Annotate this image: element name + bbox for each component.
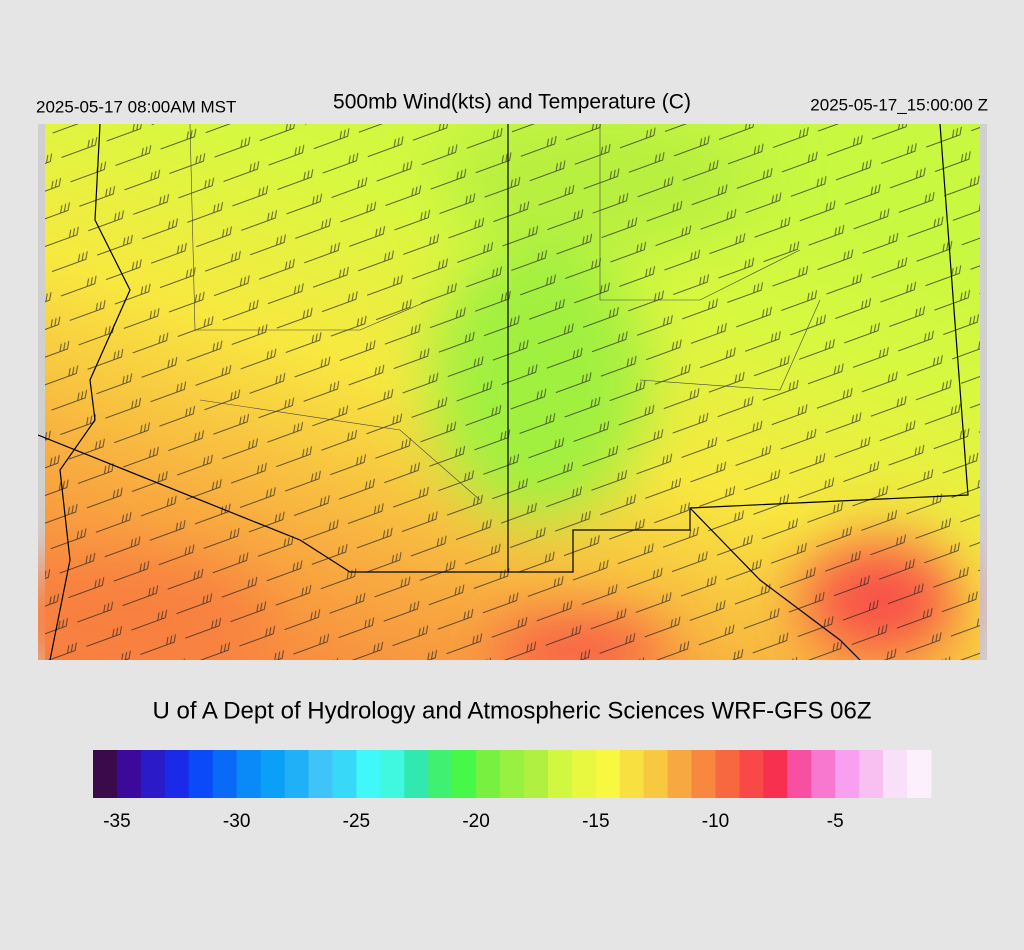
colorbar-segment bbox=[428, 750, 453, 798]
colorbar-tick-label: -15 bbox=[582, 811, 609, 832]
colorbar-segment bbox=[212, 750, 238, 798]
colorbar-segment bbox=[571, 750, 597, 798]
colorbar-segment bbox=[236, 750, 262, 798]
colorbar-segment bbox=[643, 750, 669, 798]
colorbar-segment bbox=[883, 750, 908, 798]
colorbar-segment bbox=[811, 750, 836, 798]
colorbar-segment bbox=[260, 750, 286, 798]
colorbar-tick-label: -10 bbox=[702, 811, 729, 832]
colorbar-tick-label: -35 bbox=[103, 811, 130, 832]
colorbar-segment bbox=[188, 750, 214, 798]
colorbar: -35 -30 -25 -20 -15 -10 -5 bbox=[93, 750, 932, 832]
colorbar-segment bbox=[787, 750, 812, 798]
map-title: 500mb Wind(kts) and Temperature (C) bbox=[333, 91, 691, 114]
colorbar-segment bbox=[715, 750, 740, 798]
colorbar-segment bbox=[763, 750, 788, 798]
valid-time-local: 2025-05-17 08:00AM MST bbox=[36, 97, 236, 116]
credit: U of A Dept of Hydrology and Atmospheric… bbox=[153, 697, 872, 724]
colorbar-segment bbox=[164, 750, 190, 798]
colorbar-segment bbox=[691, 750, 717, 798]
colorbar-segment bbox=[332, 750, 357, 798]
colorbar-segment bbox=[476, 750, 501, 798]
colorbar-segment bbox=[308, 750, 333, 798]
colorbar-tick-label: -5 bbox=[827, 811, 844, 832]
colorbar-segment bbox=[380, 750, 405, 798]
colorbar-segment bbox=[835, 750, 860, 798]
colorbar-segment bbox=[140, 750, 166, 798]
colorbar-segment bbox=[739, 750, 764, 798]
colorbar-segment bbox=[619, 750, 645, 798]
colorbar-tick-label: -20 bbox=[462, 811, 489, 832]
colorbar-segment bbox=[116, 750, 142, 798]
colorbar-tick-label: -25 bbox=[343, 811, 370, 832]
colorbar-segment bbox=[356, 750, 381, 798]
map bbox=[38, 124, 987, 660]
colorbar-segment bbox=[93, 750, 118, 798]
colorbar-segment bbox=[547, 750, 573, 798]
colorbar-segment bbox=[907, 750, 932, 798]
colorbar-segment bbox=[667, 750, 693, 798]
valid-time-utc: 2025-05-17_15:00:00 Z bbox=[810, 95, 988, 114]
colorbar-segment bbox=[595, 750, 621, 798]
colorbar-tick-label: -30 bbox=[223, 811, 250, 832]
colorbar-segment bbox=[523, 750, 549, 798]
colorbar-segment bbox=[452, 750, 477, 798]
colorbar-segment bbox=[500, 750, 525, 798]
colorbar-segment bbox=[404, 750, 429, 798]
colorbar-segment bbox=[284, 750, 309, 798]
colorbar-segment bbox=[859, 750, 884, 798]
